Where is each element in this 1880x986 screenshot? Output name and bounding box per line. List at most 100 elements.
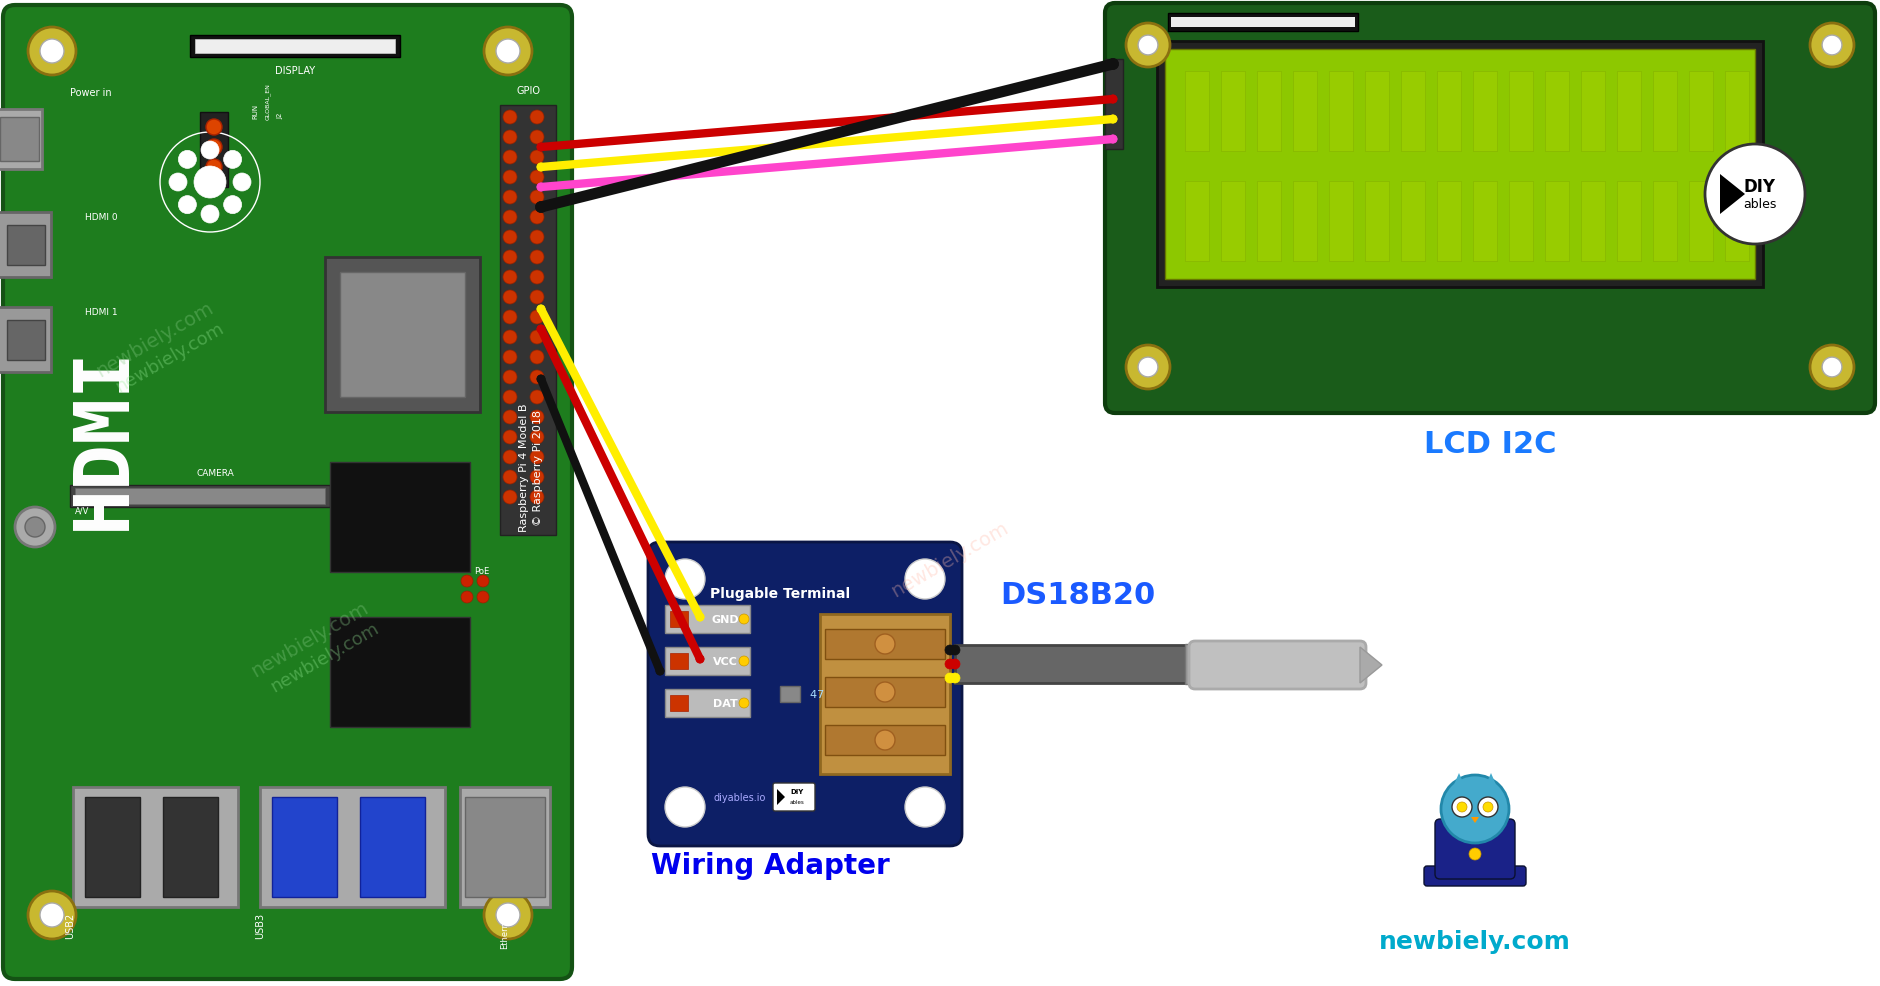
Circle shape: [504, 390, 517, 404]
Text: newbiely.com: newbiely.com: [887, 519, 1011, 600]
Circle shape: [1810, 24, 1854, 68]
Circle shape: [530, 431, 543, 445]
Circle shape: [504, 351, 517, 365]
Circle shape: [233, 174, 252, 192]
Circle shape: [207, 160, 222, 176]
Circle shape: [946, 660, 955, 669]
Circle shape: [1822, 36, 1842, 56]
Polygon shape: [1720, 175, 1745, 215]
Bar: [1510, 181, 1532, 261]
Polygon shape: [1453, 773, 1465, 787]
Bar: [1329, 181, 1354, 261]
Text: DS18B20: DS18B20: [1000, 581, 1154, 609]
Circle shape: [538, 183, 545, 192]
FancyBboxPatch shape: [1105, 4, 1874, 413]
Circle shape: [169, 174, 186, 192]
Circle shape: [1483, 803, 1493, 812]
Bar: [1401, 72, 1425, 152]
Bar: [190, 35, 400, 58]
Text: newbiely.com: newbiely.com: [248, 599, 372, 680]
Bar: [780, 686, 801, 702]
FancyBboxPatch shape: [1423, 866, 1527, 886]
Bar: [359, 798, 425, 897]
Text: USB2: USB2: [66, 912, 75, 939]
Bar: [1653, 181, 1677, 261]
Bar: [666, 605, 750, 633]
Circle shape: [461, 592, 474, 603]
Bar: [1545, 181, 1570, 261]
Bar: [85, 798, 139, 897]
Bar: [825, 726, 946, 755]
Circle shape: [946, 646, 955, 656]
Bar: [820, 614, 949, 774]
Bar: [1156, 42, 1763, 288]
Circle shape: [24, 518, 45, 537]
Text: diyables.io: diyables.io: [714, 792, 767, 803]
Circle shape: [530, 291, 543, 305]
Bar: [1617, 181, 1641, 261]
Circle shape: [179, 151, 196, 170]
Text: RUN: RUN: [252, 104, 258, 119]
Circle shape: [538, 306, 545, 314]
Bar: [1166, 50, 1756, 280]
Bar: [666, 689, 750, 717]
Circle shape: [538, 144, 545, 152]
Bar: [669, 654, 688, 669]
Circle shape: [530, 451, 543, 464]
Text: Power in: Power in: [70, 88, 111, 98]
Bar: [1688, 181, 1713, 261]
Bar: [1105, 60, 1122, 150]
Circle shape: [1822, 358, 1842, 378]
Circle shape: [207, 177, 222, 194]
Bar: [1401, 181, 1425, 261]
Text: HDMI 0: HDMI 0: [85, 213, 118, 222]
Text: Wiring Adapter: Wiring Adapter: [650, 851, 889, 880]
Circle shape: [530, 311, 543, 324]
FancyBboxPatch shape: [1434, 819, 1515, 880]
Text: ables: ables: [790, 800, 805, 805]
Bar: [1184, 72, 1209, 152]
Circle shape: [874, 682, 895, 702]
Bar: [73, 787, 239, 907]
Circle shape: [496, 903, 521, 927]
Text: DAT: DAT: [713, 698, 737, 708]
Circle shape: [504, 431, 517, 445]
Bar: [1474, 181, 1496, 261]
Circle shape: [530, 271, 543, 285]
FancyBboxPatch shape: [4, 6, 572, 979]
Circle shape: [504, 330, 517, 345]
Text: Plugable Terminal: Plugable Terminal: [711, 587, 850, 600]
Bar: [1436, 181, 1461, 261]
Circle shape: [530, 191, 543, 205]
Circle shape: [1440, 775, 1510, 843]
Bar: [1545, 72, 1570, 152]
Bar: [1726, 181, 1748, 261]
Circle shape: [504, 171, 517, 184]
Circle shape: [483, 28, 532, 76]
Circle shape: [224, 151, 243, 170]
Bar: [196, 40, 395, 54]
Circle shape: [949, 660, 961, 669]
Circle shape: [530, 351, 543, 365]
Circle shape: [530, 231, 543, 245]
Bar: [8, 226, 45, 266]
Circle shape: [1109, 136, 1117, 144]
Bar: [500, 106, 556, 535]
Circle shape: [194, 167, 226, 199]
Bar: [331, 617, 470, 728]
Text: A/V: A/V: [75, 507, 90, 516]
Circle shape: [1126, 24, 1169, 68]
Circle shape: [530, 410, 543, 425]
Circle shape: [207, 120, 222, 136]
Text: newbiely.com: newbiely.com: [1380, 929, 1572, 953]
Bar: [1726, 72, 1748, 152]
Bar: [1365, 181, 1389, 261]
Bar: [0, 118, 39, 162]
Text: Ethernet: Ethernet: [500, 912, 509, 949]
Circle shape: [666, 559, 705, 599]
Circle shape: [656, 668, 664, 675]
Polygon shape: [1359, 648, 1382, 683]
Circle shape: [1705, 145, 1805, 245]
Circle shape: [949, 673, 961, 683]
Text: DIY: DIY: [1745, 177, 1777, 196]
